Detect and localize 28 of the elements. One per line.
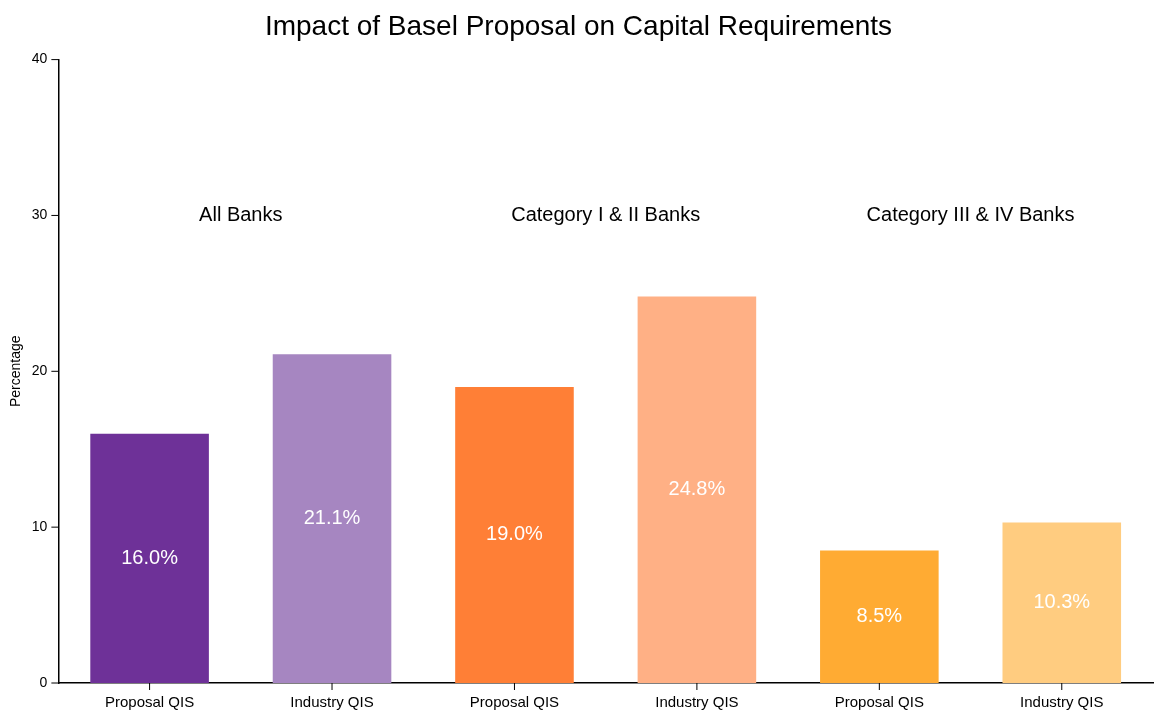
chart-title: Impact of Basel Proposal on Capital Requirements [264, 9, 893, 41]
x-tick-label: Proposal QIS [834, 693, 924, 711]
annotation: Category III & IV Banks [866, 202, 1075, 225]
y-tick-label: 0 [39, 673, 48, 690]
bar [1002, 522, 1122, 683]
data-label: 19.0% [486, 522, 544, 545]
data-label: 8.5% [856, 604, 903, 627]
x-tick-label: Industry QIS [1020, 693, 1104, 711]
annotation: All Banks [199, 202, 283, 225]
y-axis-title: Percentage [7, 335, 24, 408]
bar [637, 296, 757, 683]
x-tick-label: Proposal QIS [469, 693, 560, 711]
bar [90, 433, 209, 683]
data-label: 24.8% [668, 477, 726, 500]
annotation: Category I & II Banks [511, 202, 701, 225]
y-tick-label: 40 [31, 50, 48, 67]
data-label: 21.1% [303, 506, 361, 529]
x-tick-label: Industry QIS [290, 693, 374, 711]
data-label: 16.0% [121, 545, 179, 568]
y-tick-label: 30 [31, 206, 48, 223]
bar [455, 386, 574, 683]
x-tick-label: Industry QIS [655, 693, 739, 711]
y-tick-label: 20 [31, 362, 48, 379]
data-label: 10.3% [1033, 590, 1091, 613]
bar [272, 354, 392, 683]
bar [820, 550, 939, 683]
x-tick-label: Proposal QIS [104, 693, 195, 711]
y-tick-label: 10 [31, 518, 48, 535]
